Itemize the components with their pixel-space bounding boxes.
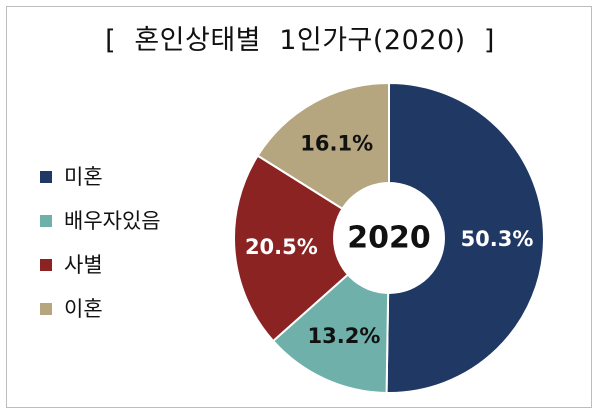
legend-swatch-widowed [40, 259, 52, 271]
legend-swatch-divorced [40, 303, 52, 315]
legend-label-single: 미혼 [64, 165, 103, 189]
legend-label-married: 배우자있음 [64, 209, 161, 233]
slice-label-married: 13.2% [308, 324, 381, 348]
center-year-label: 2020 [347, 221, 431, 256]
slice-label-single: 50.3% [461, 227, 534, 251]
chart-title: [ 혼인상태별 1인가구(2020) ] [105, 25, 495, 56]
legend-label-divorced: 이혼 [64, 297, 103, 321]
legend-label-widowed: 사별 [64, 253, 103, 277]
slice-single [385, 81, 545, 394]
donut-hole [333, 182, 445, 294]
slice-value-labels: 50.3% 13.2% 20.5% 16.1% [245, 131, 533, 348]
slice-label-widowed: 20.5% [245, 235, 318, 259]
legend-swatch-married [40, 215, 52, 227]
slice-widowed [233, 154, 391, 343]
slice-label-divorced: 16.1% [300, 131, 373, 155]
legend-swatch-single [40, 171, 52, 183]
